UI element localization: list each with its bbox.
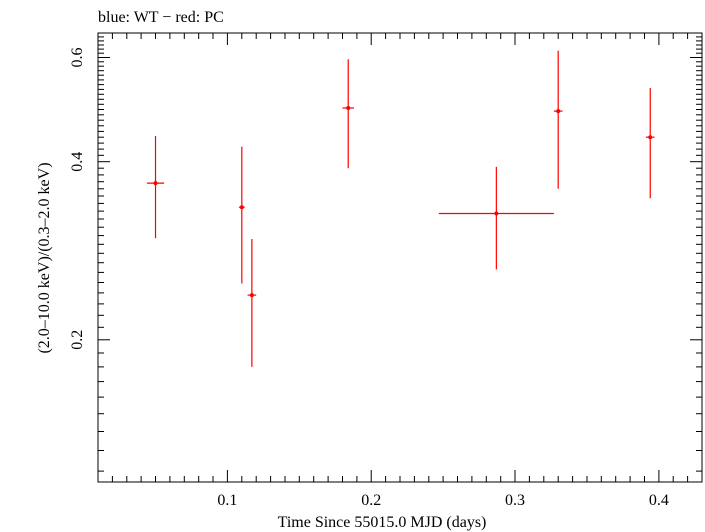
data-point — [438, 166, 554, 270]
y-tick-label: 0.6 — [69, 48, 86, 68]
x-tick-label: 0.2 — [361, 492, 381, 509]
data-point — [238, 146, 245, 284]
y-axis-ticks: 0.2 0.4 0.6 — [69, 36, 702, 472]
y-tick-label: 0.2 — [69, 330, 86, 350]
point-marker — [556, 109, 561, 114]
data-point — [247, 239, 257, 367]
x-axis-ticks: 0.1 0.2 0.3 0.4 — [111, 33, 689, 509]
data-point — [645, 87, 655, 199]
data-point — [146, 136, 165, 239]
plot-frame — [97, 32, 703, 483]
x-axis-label: Time Since 55015.0 MJD (days) — [278, 514, 487, 531]
data-points — [146, 50, 655, 367]
point-marker — [249, 293, 254, 298]
chart-title: blue: WT − red: PC — [98, 9, 224, 26]
point-marker — [239, 205, 244, 210]
y-tick-label: 0.4 — [69, 152, 86, 172]
data-point — [553, 50, 563, 189]
x-tick-label: 0.1 — [217, 492, 237, 509]
x-tick-label: 0.4 — [649, 492, 669, 509]
x-tick-label: 0.3 — [505, 492, 525, 509]
point-marker — [494, 211, 499, 216]
point-marker — [346, 105, 351, 110]
y-axis-label: (2.0–10.0 keV)/(0.3–2.0 keV) — [36, 162, 53, 353]
point-marker — [153, 181, 158, 186]
point-marker — [648, 135, 653, 140]
data-point — [342, 59, 354, 169]
